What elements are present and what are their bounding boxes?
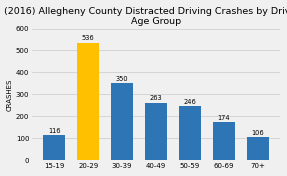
Text: 263: 263 bbox=[150, 95, 162, 101]
Text: 174: 174 bbox=[218, 115, 230, 121]
Bar bbox=[43, 135, 65, 160]
Text: 536: 536 bbox=[82, 36, 94, 42]
Bar bbox=[77, 43, 99, 160]
Bar bbox=[247, 137, 269, 160]
Text: 116: 116 bbox=[48, 128, 61, 134]
Title: (2016) Allegheny County Distracted Driving Crashes by Driver’s
Age Group: (2016) Allegheny County Distracted Drivi… bbox=[4, 7, 287, 26]
Bar bbox=[145, 103, 167, 160]
Bar bbox=[111, 83, 133, 160]
Text: 246: 246 bbox=[184, 99, 196, 105]
Bar bbox=[213, 122, 235, 160]
Text: 106: 106 bbox=[251, 130, 264, 136]
Y-axis label: CRASHES: CRASHES bbox=[7, 78, 13, 111]
Text: 350: 350 bbox=[116, 76, 128, 82]
Bar bbox=[179, 106, 201, 160]
